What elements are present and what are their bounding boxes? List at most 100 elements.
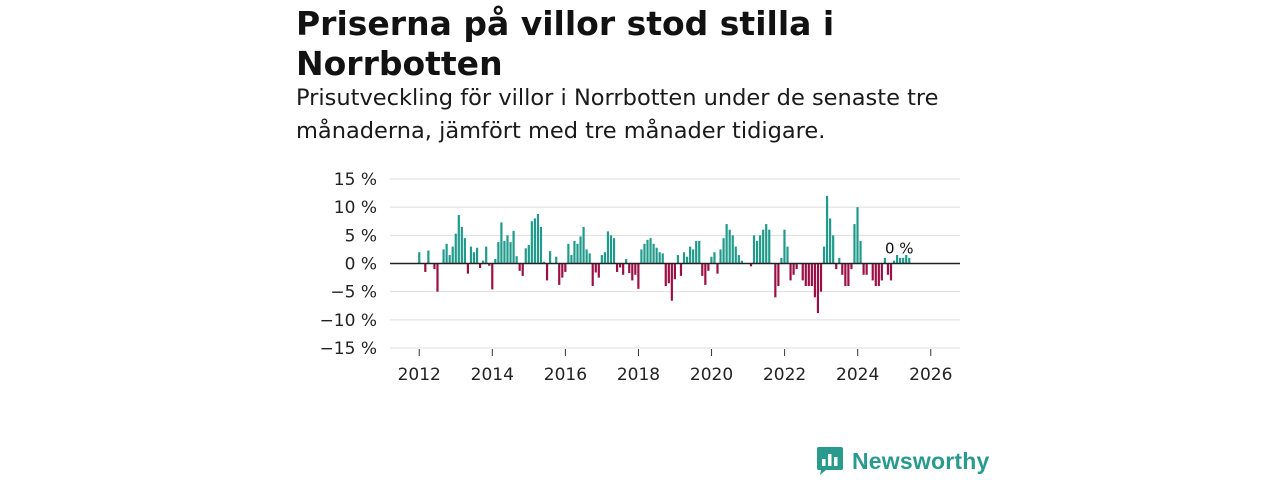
bar xyxy=(819,263,823,292)
y-tick-label: 5 % xyxy=(345,226,377,246)
newsworthy-logo-icon xyxy=(817,447,843,475)
bar xyxy=(853,224,856,264)
bar xyxy=(749,263,753,267)
x-tick-label: 2024 xyxy=(836,365,879,385)
x-tick-label: 2026 xyxy=(909,365,952,385)
bar xyxy=(707,263,710,271)
bar xyxy=(832,235,835,264)
bar xyxy=(698,240,701,264)
x-tick-label: 2014 xyxy=(471,365,514,385)
bar xyxy=(810,263,813,287)
bar xyxy=(457,215,460,264)
bar xyxy=(682,252,686,264)
bar xyxy=(652,243,655,264)
bar xyxy=(713,252,716,264)
bar xyxy=(527,244,530,264)
bar xyxy=(622,263,625,275)
bar xyxy=(768,229,771,264)
bar xyxy=(774,263,777,298)
bar xyxy=(448,255,451,264)
bar xyxy=(892,260,896,264)
y-tick-label: 0 % xyxy=(345,255,377,275)
y-tick-label: −5 % xyxy=(330,283,377,303)
bar xyxy=(479,263,482,269)
bar xyxy=(725,224,728,264)
bar xyxy=(488,263,491,266)
bar xyxy=(463,238,466,264)
bar xyxy=(679,263,683,276)
bar xyxy=(600,255,603,264)
bar xyxy=(850,263,853,270)
bar xyxy=(606,231,610,264)
bar xyxy=(542,261,546,264)
bar xyxy=(579,236,582,264)
bar xyxy=(813,263,816,298)
bar xyxy=(625,258,628,264)
bar xyxy=(646,239,649,264)
bar xyxy=(539,226,543,264)
bar xyxy=(801,263,804,281)
bar xyxy=(576,243,579,264)
bar xyxy=(518,263,521,271)
bar xyxy=(585,249,588,264)
bar xyxy=(740,260,743,264)
bar xyxy=(844,263,847,287)
bar xyxy=(515,256,518,264)
bar xyxy=(591,263,594,287)
bar xyxy=(886,263,890,275)
bar xyxy=(454,233,457,264)
bar xyxy=(685,256,689,264)
bar xyxy=(433,263,436,270)
bar xyxy=(512,230,515,264)
bar xyxy=(661,253,664,264)
bar xyxy=(895,255,899,264)
bar xyxy=(427,250,430,264)
bar xyxy=(475,247,479,264)
bar xyxy=(731,235,734,264)
bar xyxy=(466,263,470,274)
bar xyxy=(658,252,661,264)
bar xyxy=(765,224,768,264)
bar xyxy=(786,246,789,264)
bar xyxy=(482,260,485,264)
bar xyxy=(759,235,762,264)
axes: 15 % 10 % 5 % 0 % −5 % −10 % −15 % 2012 2014 2016… xyxy=(320,170,960,385)
bar xyxy=(424,263,427,272)
bar xyxy=(619,263,622,268)
bar xyxy=(485,246,488,264)
bars xyxy=(418,195,911,314)
bar xyxy=(865,263,868,275)
bar xyxy=(670,263,673,301)
bar xyxy=(436,263,439,292)
x-tick-label: 2020 xyxy=(690,365,733,385)
bar xyxy=(692,249,695,264)
bar xyxy=(460,226,463,264)
bar xyxy=(841,263,844,275)
bar xyxy=(561,263,564,278)
bar xyxy=(777,263,780,287)
bar xyxy=(737,255,740,264)
bar xyxy=(445,243,448,264)
bar xyxy=(597,263,600,278)
bar xyxy=(838,257,841,264)
bar xyxy=(631,263,634,281)
bar xyxy=(451,246,454,264)
bar xyxy=(664,263,667,287)
bar xyxy=(442,249,445,264)
bar xyxy=(494,258,497,264)
bar xyxy=(506,235,509,264)
bar xyxy=(503,240,506,264)
bar xyxy=(780,257,783,264)
bar xyxy=(667,263,670,284)
bar xyxy=(905,255,908,264)
bar xyxy=(628,263,631,274)
bar xyxy=(816,263,820,314)
bar xyxy=(676,255,680,264)
bar xyxy=(856,207,859,264)
bar xyxy=(609,235,613,264)
bar xyxy=(899,257,902,264)
bar xyxy=(762,229,765,264)
y-tick-label: 10 % xyxy=(334,198,377,218)
gridlines xyxy=(390,178,960,349)
bar xyxy=(752,235,756,264)
